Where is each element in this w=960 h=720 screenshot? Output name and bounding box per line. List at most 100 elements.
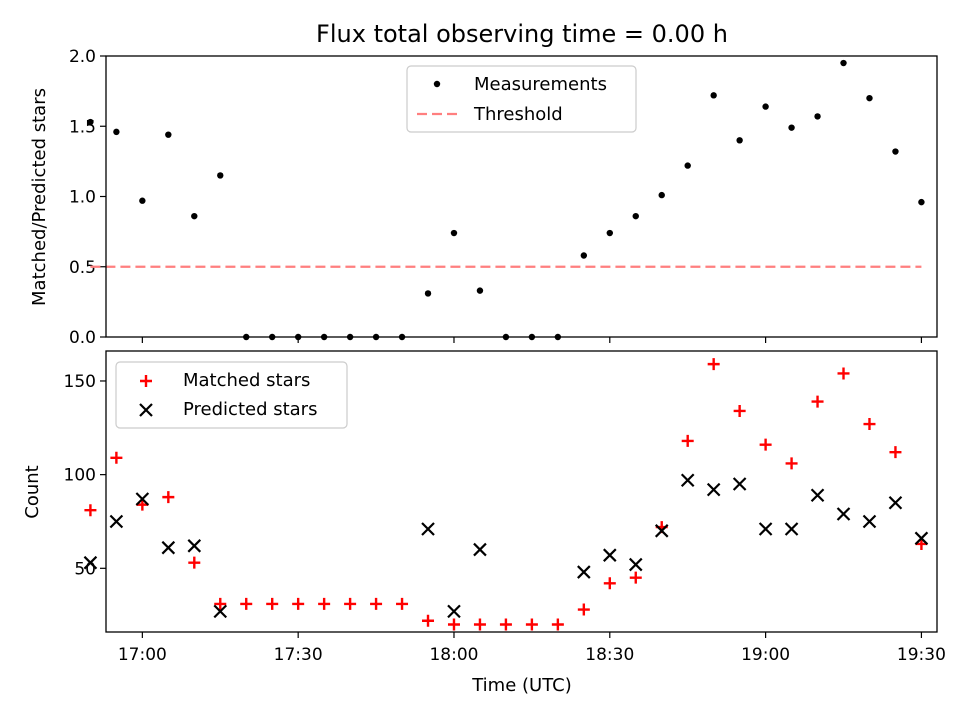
legend-label-predicted: Predicted stars: [183, 399, 317, 420]
y-tick-label: 0.5: [69, 258, 96, 278]
predicted-star-point: [161, 540, 176, 555]
legend-label-measurements: Measurements: [474, 74, 607, 95]
legend-dot-marker: [433, 80, 441, 88]
matched-star-point: [473, 618, 486, 631]
legend-label-threshold: Threshold: [473, 104, 563, 125]
predicted-star-point: [109, 514, 124, 529]
matched-star-point: [292, 597, 305, 610]
matched-star-point: [499, 618, 512, 631]
predicted-star-point: [758, 522, 773, 536]
measurement-point: [840, 59, 847, 67]
matched-star-point: [188, 556, 201, 569]
x-axis-label: Time (UTC): [471, 675, 572, 696]
measurement-point: [684, 162, 691, 169]
axes-frame: [105, 350, 938, 633]
legend-box: [406, 65, 637, 133]
measurement-point: [165, 131, 172, 138]
matched-star-point: [915, 537, 928, 550]
matched-star-point: [525, 618, 538, 631]
predicted-star-point: [628, 557, 643, 572]
predicted-star-point: [888, 495, 903, 510]
chart-title: Flux total observing time = 0.00 h: [316, 20, 728, 48]
predicted-star-point: [680, 473, 695, 488]
x-tick-label: 17:30: [274, 645, 323, 665]
matched-star-point: [162, 491, 175, 504]
matched-star-point: [318, 597, 331, 610]
matched-star-point: [551, 618, 564, 631]
matched-star-point: [266, 597, 279, 610]
predicted-star-point: [706, 482, 721, 497]
measurement-point: [892, 148, 899, 155]
predicted-star-point: [421, 522, 435, 536]
predicted-star-point: [810, 488, 825, 503]
predicted-star-point: [784, 522, 799, 536]
measurement-point: [632, 212, 639, 220]
predicted-star-point: [862, 514, 877, 529]
measurement-point: [658, 191, 665, 199]
matched-star-point: [344, 597, 357, 610]
y-tick-label: 100: [64, 466, 96, 486]
matched-star-point: [110, 451, 123, 464]
measurement-point: [606, 229, 613, 237]
y-tick-label: 2.0: [69, 47, 96, 67]
measurement-point: [918, 198, 925, 206]
measurement-point: [788, 124, 795, 131]
predicted-star-point: [836, 507, 851, 521]
y-tick-label: 0.0: [69, 328, 96, 348]
predicted-star-point: [83, 555, 98, 570]
legend-plus-marker: [140, 375, 152, 387]
legend-label-matched: Matched stars: [183, 370, 310, 391]
matched-star-point: [603, 577, 616, 590]
matched-star-point: [84, 504, 97, 517]
matched-star-point: [629, 571, 642, 584]
measurement-point: [866, 94, 873, 102]
matched-star-point: [240, 597, 253, 610]
predicted-star-point: [473, 542, 487, 557]
y-tick-label: 150: [64, 372, 96, 392]
matched-star-point: [447, 618, 460, 631]
measurement-point: [580, 252, 588, 259]
predicted-star-point: [914, 531, 929, 546]
measurement-point: [87, 118, 94, 126]
matched-star-point: [733, 404, 746, 417]
measurement-point: [139, 197, 146, 204]
measurement-point: [217, 172, 224, 179]
predicted-star-point: [135, 492, 150, 506]
matched-star-point: [889, 446, 902, 459]
predicted-star-point: [213, 604, 228, 619]
measurement-point: [424, 290, 432, 297]
predicted-star-point: [732, 477, 747, 491]
x-tick-label: 18:00: [429, 645, 478, 665]
x-tick-label: 18:30: [585, 645, 634, 665]
matched-star-point: [811, 395, 824, 408]
matched-star-point: [759, 438, 772, 451]
x-tick-label: 19:00: [741, 645, 790, 665]
matched-star-point: [422, 614, 435, 627]
matched-star-point: [681, 434, 694, 447]
legend-x-marker: [139, 403, 153, 417]
bottom-y-axis-label: Count: [22, 465, 43, 518]
matched-star-point: [837, 367, 850, 380]
measurement-point: [710, 92, 717, 99]
matched-star-point: [214, 597, 227, 610]
matched-star-point: [863, 418, 876, 431]
axes-frame: [105, 55, 938, 338]
predicted-star-point: [577, 565, 591, 579]
measurement-point: [814, 113, 821, 120]
predicted-star-point: [447, 604, 461, 619]
measurement-point: [113, 128, 120, 136]
legend-box: [115, 361, 348, 429]
matched-star-point: [707, 358, 720, 371]
y-tick-label: 1.0: [69, 188, 96, 208]
matched-star-point: [577, 603, 590, 616]
measurement-point: [191, 212, 198, 220]
predicted-star-point: [187, 539, 202, 553]
matched-star-point: [785, 457, 798, 470]
predicted-star-point: [654, 524, 669, 538]
measurement-point: [736, 137, 743, 144]
x-tick-label: 19:30: [897, 645, 946, 665]
legend: Matched stars Predicted stars: [115, 361, 348, 429]
measurement-point: [476, 287, 484, 294]
